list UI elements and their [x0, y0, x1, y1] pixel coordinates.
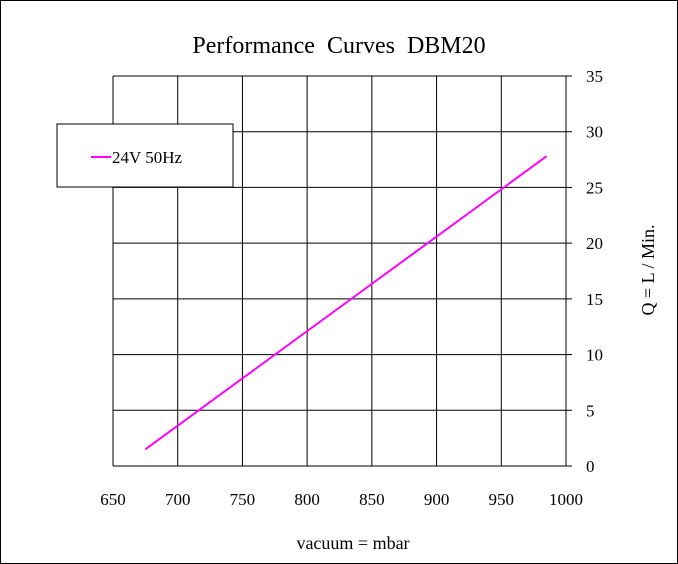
- y-tick-label: 30: [586, 123, 603, 142]
- x-tick-labels: 650 700 750 800 850 900 950 1000: [100, 490, 583, 509]
- chart-legend: 24V 50Hz: [56, 123, 234, 188]
- x-tick-label: 750: [230, 490, 256, 509]
- y-tick-label: 25: [586, 178, 603, 197]
- y-tick-label: 0: [586, 457, 595, 476]
- y-axis-label: Q = L / Min.: [638, 225, 658, 316]
- chart-title: Performance Curves DBM20: [192, 33, 485, 59]
- chart-series: [144, 155, 548, 451]
- y-tick-label: 20: [586, 234, 603, 253]
- x-tick-label: 900: [424, 490, 450, 509]
- x-tick-label: 700: [165, 490, 191, 509]
- y-tick-label: 10: [586, 346, 603, 365]
- x-tick-label: 850: [359, 490, 385, 509]
- y-tick-label: 35: [586, 67, 603, 86]
- x-tick-label: 1000: [549, 490, 583, 509]
- x-tick-label: 650: [100, 490, 126, 509]
- x-tick-label: 800: [294, 490, 320, 509]
- x-axis-label: vacuum = mbar: [296, 533, 409, 553]
- series-line: [144, 155, 548, 451]
- y-tick-label: 5: [586, 401, 595, 420]
- legend-label: 24V 50Hz: [112, 148, 182, 167]
- y-tick-label: 15: [586, 290, 603, 309]
- x-tick-label: 950: [489, 490, 515, 509]
- legend-box: [56, 123, 234, 188]
- y-tick-labels: 0 5 10 15 20 25 30 35: [586, 67, 603, 476]
